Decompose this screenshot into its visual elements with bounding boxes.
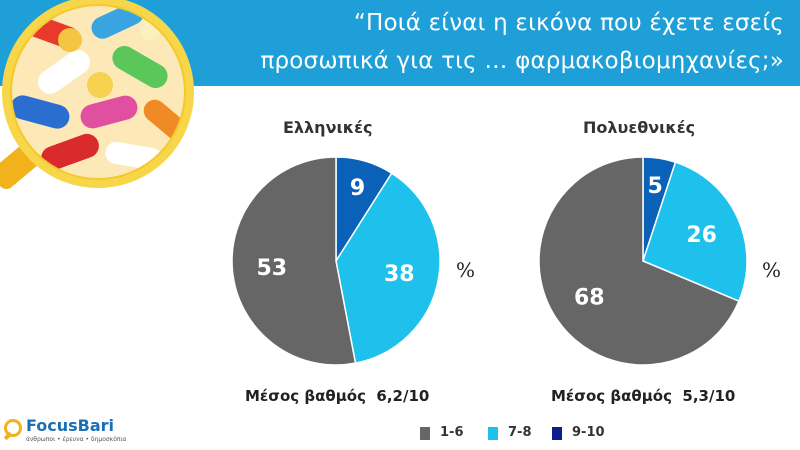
logo-tagline: άνθρωποι • έρευνα • δημοσκόπια <box>26 436 127 443</box>
data-label-9-10: 9 <box>350 176 365 201</box>
data-label-1-6: 53 <box>256 256 287 281</box>
pie-chart-greek: 9 38 53 <box>231 156 441 366</box>
data-label-7-8: 26 <box>686 223 717 248</box>
data-label-9-10: 5 <box>648 174 663 199</box>
legend-label-9-10: 9-10 <box>572 425 605 440</box>
percent-unit-greek: % <box>456 258 476 282</box>
mean-score-greek: Μέσος βαθμός 6,2/10 <box>245 387 430 405</box>
pie-slice-7-8 <box>335 172 441 365</box>
data-label-1-6: 68 <box>574 286 605 311</box>
title-line-2: προσωπικά για τις … φαρμακοβιομηχανίες;» <box>260 48 784 74</box>
legend-label-7-8: 7-8 <box>508 425 532 440</box>
logo-magnifier-icon <box>4 419 22 437</box>
chart-title-multinational: Πολυεθνικές <box>583 118 696 137</box>
pie-slice-7-8 <box>642 161 748 303</box>
logo-name: FocusBari <box>26 416 115 435</box>
title-line-1: “Ποιά είναι η εικόνα που έχετε εσείς <box>353 10 784 36</box>
legend-swatch-7-8 <box>488 427 498 440</box>
pie-chart-multinational: 5 26 68 <box>538 156 748 366</box>
page-title: “Ποιά είναι η εικόνα που έχετε εσείς προ… <box>204 4 784 80</box>
data-label-7-8: 38 <box>384 262 415 287</box>
legend-label-1-6: 1-6 <box>440 425 464 440</box>
pills-magnifier-illustration <box>0 0 194 189</box>
mean-score-multinational: Μέσος βαθμός 5,3/10 <box>551 387 736 405</box>
legend-swatch-1-6 <box>420 427 430 440</box>
focusbari-logo: FocusBari άνθρωποι • έρευνα • δημοσκόπια <box>3 416 127 448</box>
pie-slice-1-6 <box>538 156 740 366</box>
pie-slice-1-6 <box>231 156 357 366</box>
chart-title-greek: Ελληνικές <box>283 118 373 137</box>
percent-unit-multinational: % <box>762 258 782 282</box>
legend-swatch-9-10 <box>552 427 562 440</box>
